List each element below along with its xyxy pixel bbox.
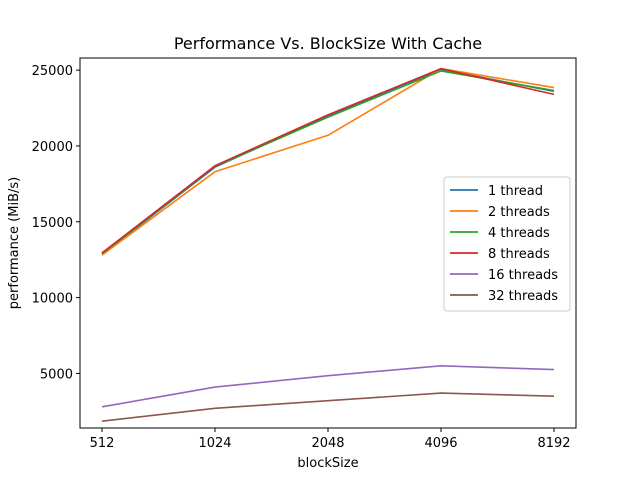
y-tick-label: 10000 (32, 292, 73, 307)
x-tick-label: 512 (90, 436, 115, 451)
x-tick-label: 4096 (424, 436, 457, 451)
x-tick-label: 1024 (198, 436, 231, 451)
series-line-5 (101, 392, 555, 422)
y-axis-label: performance (MiB/s) (7, 177, 22, 309)
x-tick-label: 8192 (537, 436, 570, 451)
y-tick-label: 15000 (32, 216, 73, 231)
y-tick-label: 25000 (32, 64, 73, 79)
y-axis: 5000 10000 15000 20000 25000 (32, 64, 80, 382)
x-axis: 512 1024 2048 4096 8192 (90, 428, 571, 451)
series-line-4 (101, 364, 555, 408)
legend-label: 4 threads (488, 226, 550, 241)
x-axis-label: blockSize (297, 456, 358, 471)
x-tick-label: 2048 (311, 436, 344, 451)
legend-label: 1 thread (488, 184, 543, 199)
plot-lines (101, 67, 555, 422)
chart-title: Performance Vs. BlockSize With Cache (174, 34, 482, 53)
legend-label: 32 threads (488, 289, 558, 304)
series-line-1 (101, 67, 555, 256)
legend: 1 thread 2 threads 4 threads 8 threads 16 th… (443, 176, 571, 312)
y-tick-label: 5000 (40, 367, 73, 382)
legend-label: 16 threads (488, 268, 558, 283)
legend-label: 2 threads (488, 205, 550, 220)
legend-label: 8 threads (488, 247, 550, 262)
y-tick-label: 20000 (32, 140, 73, 155)
series-line-3 (101, 67, 555, 254)
